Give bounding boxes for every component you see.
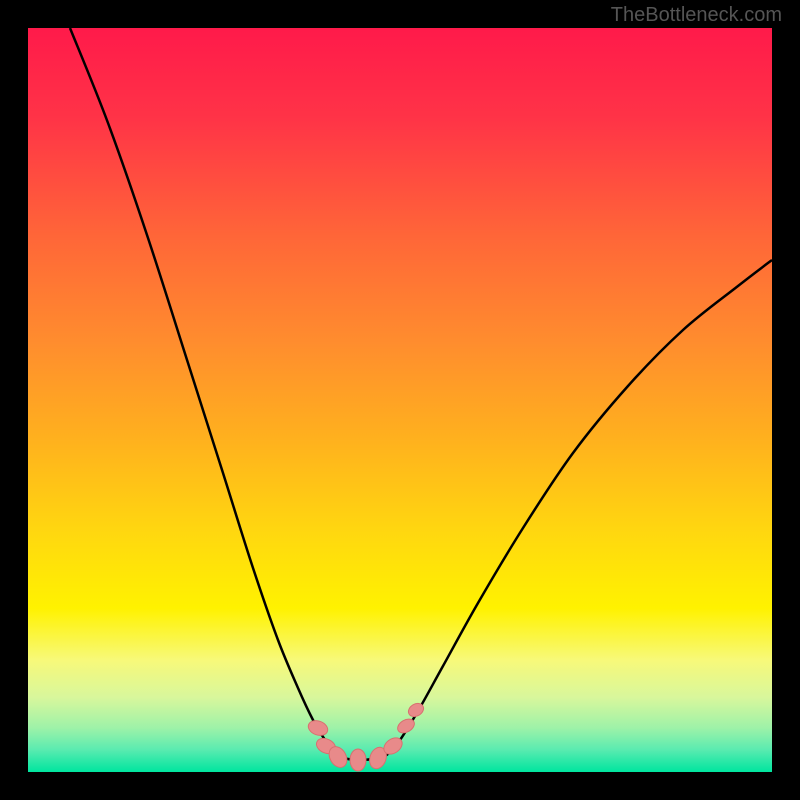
marker-point xyxy=(350,749,366,771)
gradient-background xyxy=(28,28,772,772)
chart-container xyxy=(28,28,772,772)
watermark-text: TheBottleneck.com xyxy=(611,4,782,27)
bottleneck-chart xyxy=(28,28,772,772)
